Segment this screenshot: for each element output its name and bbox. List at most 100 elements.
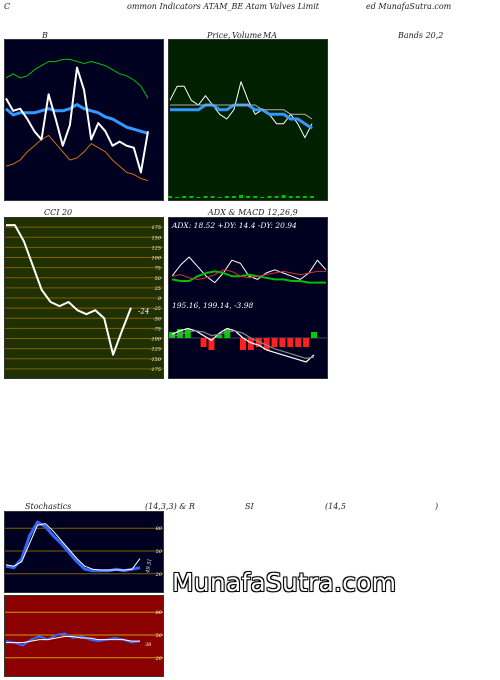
volume-bar	[231, 196, 236, 198]
volume-label: Volume	[232, 31, 262, 40]
close-paren-label: )	[435, 502, 439, 511]
adx-adx-line	[171, 256, 327, 284]
stoch-tick-label: 50	[156, 549, 163, 555]
volume-bar	[288, 196, 293, 198]
macd-histogram-bar	[303, 338, 310, 347]
si-label: SI	[245, 502, 254, 511]
adx-macd-chart: ADX: 18.52 +DY: 14.4 -DY: 20.94 195.16, 1…	[168, 217, 328, 379]
volume-bar	[281, 195, 286, 198]
macd-histogram-bar	[279, 338, 286, 347]
volume-bar	[168, 196, 172, 198]
macd-histogram-bar	[176, 329, 183, 338]
cci-tick-label: 175	[151, 225, 161, 231]
cci-tick-label: -100	[150, 337, 162, 343]
macd-histogram-bar	[255, 338, 262, 347]
macd-histogram-bar	[247, 338, 254, 350]
header-left: C	[4, 2, 11, 11]
volume-bar	[189, 196, 194, 198]
stoch-label: Stochastics	[25, 502, 72, 511]
volume-bar	[246, 196, 251, 198]
stoch-tick-label: 80	[156, 526, 163, 532]
volume-bar	[217, 197, 222, 198]
cci-tick-label: -175	[150, 367, 161, 373]
bollinger-label: B	[42, 31, 48, 40]
price-background	[168, 39, 328, 201]
cci-line	[6, 224, 132, 356]
bollinger-middle-line	[5, 103, 149, 135]
volume-bar	[310, 196, 314, 198]
stoch-d-line	[5, 523, 141, 571]
bollinger-chart	[4, 39, 164, 201]
cci-tick-label: 150	[151, 235, 161, 241]
cci-tick-label: 25	[154, 286, 161, 292]
volume-bar	[267, 196, 272, 198]
stoch-params-label: (14,3,3) & R	[145, 502, 195, 511]
cci-last-label: -24	[138, 308, 149, 316]
volume-bar	[295, 196, 300, 198]
volume-bar	[274, 196, 279, 198]
macd-histogram-bar	[240, 338, 246, 350]
volume-bar	[203, 196, 208, 198]
adx-macd-label: ADX & MACD 12,26,9	[208, 208, 298, 217]
macd-histogram-bar	[271, 338, 278, 347]
volume-bar	[302, 196, 307, 198]
macd-histogram-bar	[311, 332, 317, 338]
cci-tick-label: -125	[150, 347, 161, 353]
macd-histogram-bar	[224, 329, 231, 338]
volume-bar	[210, 196, 215, 198]
cci-tick-label: -25	[153, 306, 161, 312]
volume-bar	[253, 196, 258, 198]
macd-values-text: 195.16, 199.14, -3.98	[172, 301, 253, 310]
stoch-k-line	[5, 520, 141, 573]
rsi-chart: 80 50 20 38	[4, 595, 164, 677]
bollinger-close-line	[5, 66, 149, 174]
cci-tick-label: -50	[153, 316, 162, 322]
cci-tick-label: 75	[155, 266, 161, 272]
cci-tick-label: 125	[151, 245, 161, 251]
cci-tick-label: -150	[150, 357, 162, 363]
cci-tick-label: -75	[153, 326, 161, 332]
macd-histogram-bar	[200, 338, 207, 347]
bands-label: Bands 20,2	[398, 31, 444, 40]
adx-plus_di-line	[171, 270, 326, 284]
volume-bar	[239, 195, 243, 198]
cci-label: CCI 20	[44, 208, 73, 217]
price-label: Price,	[207, 31, 231, 40]
macd-histogram-bar	[184, 329, 191, 338]
cci-tick-label: 100	[151, 256, 161, 262]
adx-values-text: ADX: 18.52 +DY: 14.4 -DY: 20.94	[171, 221, 297, 230]
stochastics-background	[4, 511, 164, 593]
stoch-tick-label: 20	[155, 572, 163, 578]
macd-histogram-bar	[263, 338, 270, 350]
rsi-params-label: (14,5	[325, 502, 346, 511]
macd-histogram-bar	[295, 338, 302, 347]
volume-bar	[260, 197, 265, 198]
macd-histogram-bar	[216, 335, 223, 338]
volume-bar	[196, 197, 201, 198]
rsi-tick-label: 50	[156, 633, 163, 639]
rsi-ma-line	[6, 636, 140, 644]
watermark: MunafaSutra.com	[172, 568, 397, 597]
cci-tick-label: 50	[155, 276, 162, 282]
volume-bar	[182, 196, 187, 198]
cci-chart: 175 150 125 100 75 50 25 0 -25 -50 -75 -100 -125 -150…	[4, 217, 164, 379]
header-right: ed MunafaSutra.com	[366, 2, 452, 11]
macd-signal-line	[171, 330, 315, 359]
rsi-last-label: 38	[145, 642, 151, 648]
price-volume-chart	[168, 39, 328, 201]
bollinger-background	[4, 39, 164, 201]
rsi-tick-label: 20	[155, 656, 163, 662]
bollinger-upper-line	[5, 58, 149, 99]
rsi-tick-label: 80	[156, 610, 163, 616]
ma-label: MA	[263, 31, 277, 40]
stoch-last-label: 49.51	[145, 558, 154, 574]
macd-histogram-bar	[287, 338, 294, 347]
adx-macd-background	[168, 217, 328, 379]
volume-bar	[224, 196, 229, 198]
bollinger-lower-line	[5, 134, 149, 182]
macd-histogram-bar	[208, 338, 215, 350]
cci-tick-label: 0	[158, 296, 162, 302]
price-ma_long-line	[170, 104, 313, 120]
adx-minus_di-line	[171, 269, 326, 280]
